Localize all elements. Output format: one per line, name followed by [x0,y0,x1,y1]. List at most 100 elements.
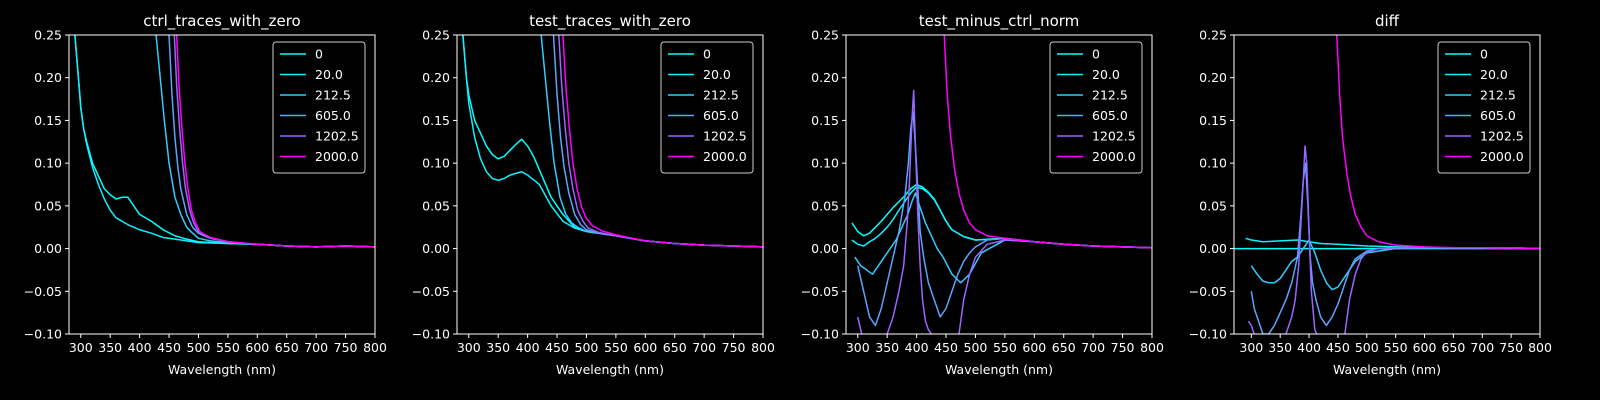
y-tick-label: 0.20 [1199,70,1227,85]
series-line-2000.0 [175,35,375,248]
y-tick-label: 0.25 [34,28,62,43]
legend-label: 20.0 [1480,67,1508,82]
y-tick-label: 0.15 [34,113,62,128]
series-group [851,35,1152,334]
x-tick-label: 400 [516,340,540,355]
x-tick-label: 500 [1355,340,1379,355]
legend-label: 1202.5 [315,129,359,144]
y-tick-label: 0.10 [34,156,62,171]
y-tick-label: 0.15 [1199,113,1227,128]
chart-title: ctrl_traces_with_zero [143,12,300,31]
y-tick-label: 0.05 [422,198,450,213]
x-tick-label: 650 [1441,340,1465,355]
legend-label: 20.0 [315,67,343,82]
legend-label: 212.5 [315,88,351,103]
x-tick-label: 600 [245,340,269,355]
x-tick-label: 550 [216,340,240,355]
legend-label: 0 [315,47,323,62]
x-tick-label: 500 [964,340,988,355]
x-tick-label: 800 [751,340,775,355]
x-tick-label: 600 [1413,340,1437,355]
y-tick-label: −0.05 [1189,284,1227,299]
legend-label: 20.0 [1092,67,1120,82]
chart-panel-3: test_minus_ctrl_norm 300 350 400 450 500 550 60… [801,12,1164,377]
y-tick-label: 0.15 [811,113,839,128]
axes-frame [456,34,764,335]
chart-title: test_minus_ctrl_norm [919,12,1080,31]
chart-title: diff [1375,12,1400,30]
x-tick-label: 700 [304,340,328,355]
x-tick-label: 400 [905,340,929,355]
y-tick-label: 0.25 [811,28,839,43]
x-tick-label: 500 [575,340,599,355]
x-tick-label: 450 [1326,340,1350,355]
x-tick-label: 550 [993,340,1017,355]
legend-label: 605.0 [703,108,739,123]
x-tick-label: 350 [486,340,510,355]
series-line-2000.0 [943,35,1152,249]
series-group [462,35,763,248]
y-tick-label: 0.00 [34,241,62,256]
x-tick-label: 700 [1081,340,1105,355]
x-tick-label: 450 [934,340,958,355]
x-tick-label: 750 [1111,340,1135,355]
x-tick-label: 550 [1384,340,1408,355]
y-tick-label: 0.25 [422,28,450,43]
legend: 0 20.0 212.5 605.0 1202.5 2000.0 [1049,41,1143,174]
x-tick-label: 650 [663,340,687,355]
x-tick-label: 350 [98,340,122,355]
x-tick-label: 650 [275,340,299,355]
x-axis-label: Wavelength (nm) [1333,362,1441,377]
y-tick-label: −0.10 [412,327,450,342]
x-tick-label: 550 [604,340,628,355]
legend-label: 20.0 [703,67,731,82]
legend-label: 212.5 [703,88,739,103]
x-tick-label: 400 [1297,340,1321,355]
legend-label: 605.0 [1480,108,1516,123]
legend-label: 605.0 [315,108,351,123]
axes-frame [1233,34,1541,335]
x-tick-label: 750 [334,340,358,355]
legend-label: 0 [1480,47,1488,62]
y-tick-label: 0.20 [811,70,839,85]
series-line-1202.5 [857,89,1152,334]
series-line-2000.0 [1336,35,1540,250]
legend-label: 2000.0 [1092,149,1136,164]
legend: 0 20.0 212.5 605.0 1202.5 2000.0 [1437,41,1531,174]
series-group [74,35,375,248]
legend-label: 0 [703,47,711,62]
y-tick-label: 0.00 [811,241,839,256]
x-tick-label: 500 [187,340,211,355]
y-tick-label: 0.10 [811,156,839,171]
series-group [1234,35,1540,334]
y-tick-label: −0.10 [801,327,839,342]
chart-panel-1: ctrl_traces_with_zero 300 350 400 450 500 550 6… [24,12,387,377]
x-tick-label: 600 [1022,340,1046,355]
x-axis-label: Wavelength (nm) [945,362,1053,377]
y-tick-label: −0.10 [1189,327,1227,342]
x-tick-label: 750 [722,340,746,355]
y-tick-label: −0.05 [412,284,450,299]
x-axis-label: Wavelength (nm) [556,362,664,377]
y-tick-label: 0.00 [422,241,450,256]
x-tick-label: 800 [1140,340,1164,355]
x-tick-label: 300 [69,340,93,355]
y-tick-label: −0.10 [24,327,62,342]
x-tick-label: 400 [128,340,152,355]
y-tick-label: −0.05 [24,284,62,299]
legend: 0 20.0 212.5 605.0 1202.5 2000.0 [660,41,754,174]
chart-title: test_traces_with_zero [529,12,691,31]
axes-frame [68,34,376,335]
x-tick-label: 750 [1499,340,1523,355]
legend-label: 1202.5 [1092,129,1136,144]
x-tick-label: 600 [633,340,657,355]
legend-label: 212.5 [1092,88,1128,103]
x-tick-label: 700 [692,340,716,355]
legend-label: 1202.5 [1480,129,1524,144]
series-line-1202.5 [1247,145,1540,334]
x-tick-label: 450 [545,340,569,355]
y-tick-label: 0.20 [34,70,62,85]
x-tick-label: 800 [1528,340,1552,355]
x-tick-label: 650 [1052,340,1076,355]
